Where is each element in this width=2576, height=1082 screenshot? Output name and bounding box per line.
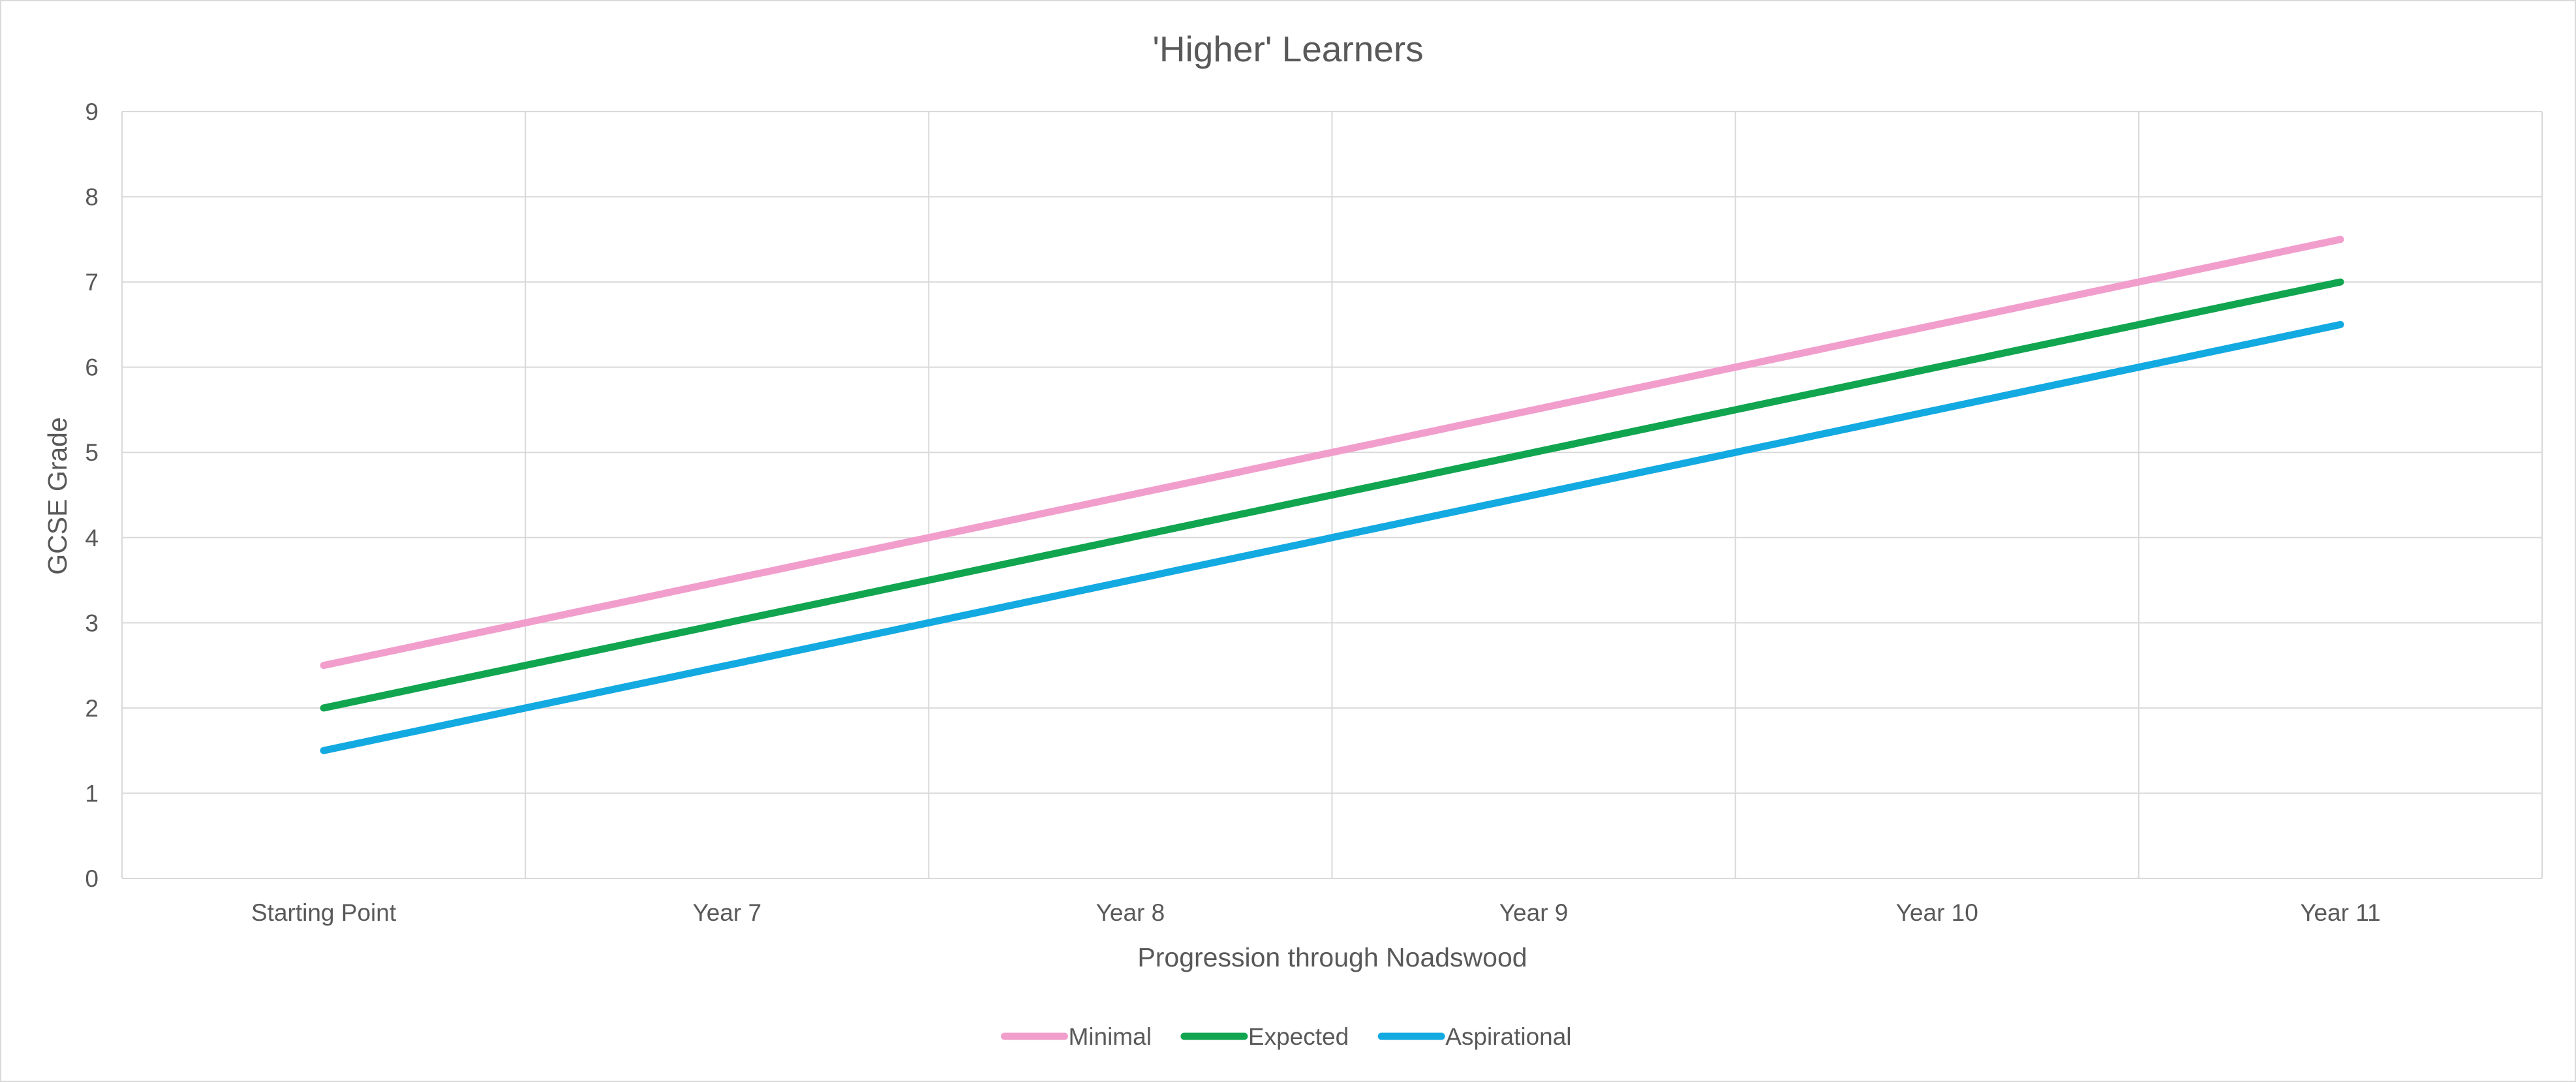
y-axis-title: GCSE Grade (42, 417, 72, 575)
x-tick-label: Year 9 (1499, 899, 1569, 926)
chart-title: 'Higher' Learners (1152, 29, 1423, 69)
y-tick-label: 9 (85, 99, 99, 125)
legend-label: Minimal (1068, 1023, 1151, 1050)
legend-label: Aspirational (1445, 1023, 1571, 1050)
legend-item-expected: Expected (1180, 1023, 1349, 1050)
legend-item-aspirational: Aspirational (1377, 1023, 1572, 1050)
legend-label: Expected (1248, 1023, 1349, 1050)
x-axis-title: Progression through Noadswood (1137, 942, 1527, 972)
x-tick-label: Year 7 (692, 899, 761, 926)
series-line-expected (320, 278, 2344, 712)
y-tick-label: 3 (85, 610, 99, 636)
x-tick-label: Starting Point (251, 899, 397, 926)
y-tick-label: 5 (85, 439, 99, 466)
series-lines (320, 236, 2344, 754)
y-tick-label: 7 (85, 269, 99, 296)
y-tick-label: 6 (85, 354, 99, 381)
y-tick-label: 4 (85, 525, 99, 551)
y-tick-label: 8 (85, 184, 99, 211)
x-tick-label: Year 11 (2300, 899, 2380, 926)
x-tick-label: Year 8 (1096, 899, 1165, 926)
legend: Minimal Expected Aspirational (1000, 1023, 1572, 1050)
x-tick-label: Year 10 (1896, 899, 1978, 926)
y-tick-label: 1 (85, 780, 99, 807)
series-line-minimal (320, 236, 2344, 670)
series-line-aspirational (320, 320, 2344, 754)
y-tick-label: 2 (85, 695, 99, 722)
legend-item-minimal: Minimal (1000, 1023, 1152, 1050)
y-tick-label: 0 (85, 865, 99, 892)
tick-labels: 0 1 2 3 4 5 6 7 8 9 Starting Point Year 7 Year 8 Year… (85, 99, 2380, 926)
